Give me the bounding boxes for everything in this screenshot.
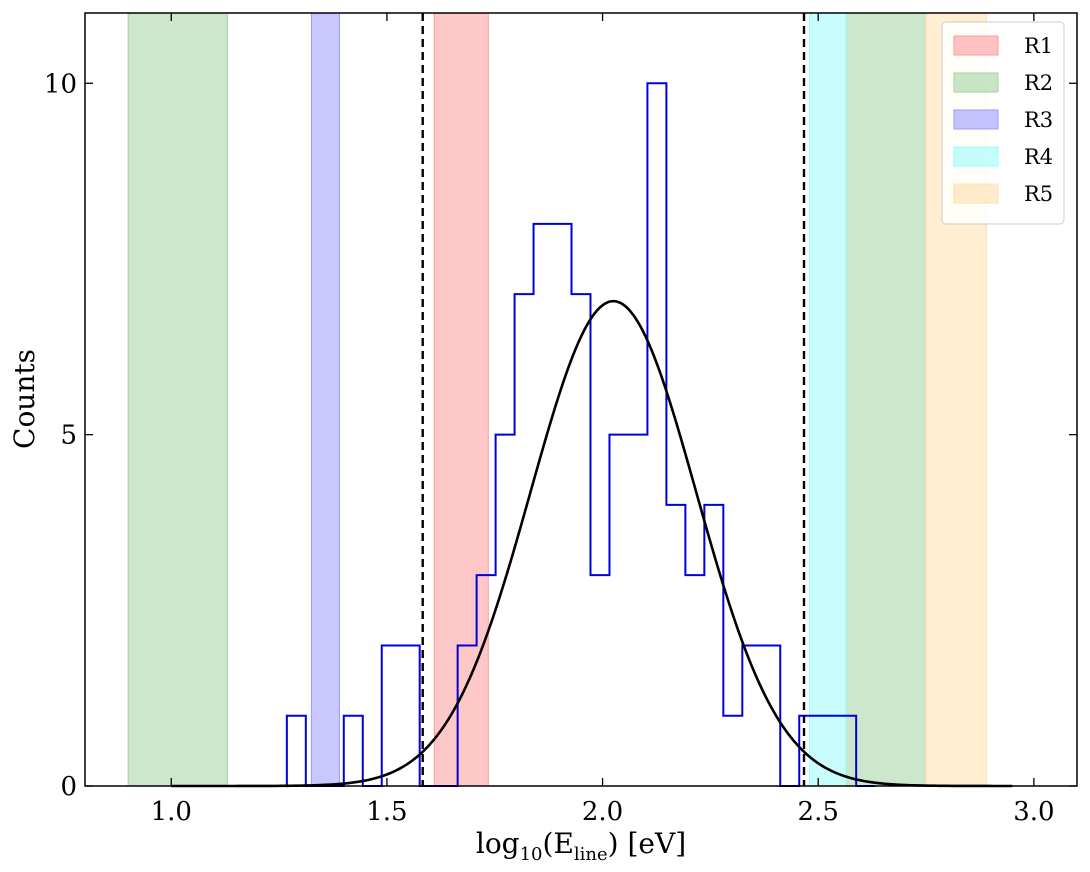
axis-ticks: 1.0 1.5 2.0 2.5 3.0 0 5 10 [44, 13, 1077, 827]
histogram-bin-18 [628, 435, 647, 786]
x-axis-title-sub-10: 10 [520, 844, 543, 865]
x-tick-label: 1.5 [366, 797, 407, 827]
legend: R1 R2 R3 R4 R5 [941, 21, 1065, 225]
histogram-bin-5 [382, 645, 401, 786]
histogram [285, 82, 876, 787]
y-tick-label: 0 [60, 772, 77, 802]
threshold-lines [421, 13, 806, 786]
legend-swatch-r2 [953, 72, 999, 93]
histogram-bin-15 [572, 294, 591, 786]
plot-frame [84, 12, 1078, 787]
legend-swatch-r3 [953, 109, 999, 130]
x-axis-title-sub-line: line [574, 844, 608, 865]
legend-label-r1: R1 [1024, 34, 1053, 58]
histogram-bin-11 [496, 435, 515, 786]
x-axis-title-e: (E [543, 827, 574, 860]
x-tick-label: 2.5 [798, 797, 839, 827]
y-tick-label: 5 [60, 421, 77, 451]
legend-label-r3: R3 [1024, 108, 1053, 132]
histogram-bin-14 [553, 224, 572, 786]
histogram-bin-20 [666, 505, 685, 786]
histogram-bin-13 [534, 224, 553, 786]
histogram-bin-16 [590, 575, 609, 786]
y-axis-title: Counts [8, 349, 41, 449]
histogram-bin-0 [287, 716, 306, 786]
legend-swatch-r5 [953, 183, 999, 204]
legend-label-r2: R2 [1024, 71, 1053, 95]
x-tick-label: 2.0 [582, 797, 623, 827]
region-r2-band-2 [845, 12, 927, 787]
x-tick-label: 3.0 [1013, 797, 1054, 827]
legend-swatch-r4 [953, 146, 999, 167]
histogram-bin-17 [609, 435, 628, 786]
y-tick-label: 10 [44, 69, 77, 99]
x-axis-title: log10(Eline) [eV] [476, 827, 686, 865]
histogram-bin-22 [704, 505, 723, 786]
region-r4-band-4 [809, 12, 847, 787]
histogram-bin-10 [477, 575, 496, 786]
histogram-bin-23 [723, 716, 742, 786]
legend-swatch-r1 [953, 35, 999, 56]
region-r3-band-3 [310, 12, 340, 787]
histogram-bin-3 [344, 716, 363, 786]
region-r2-band-1 [127, 12, 228, 787]
histogram-bin-19 [647, 83, 666, 786]
legend-label-r5: R5 [1024, 182, 1053, 206]
x-tick-label: 1.0 [151, 797, 192, 827]
histogram-bin-21 [685, 575, 704, 786]
legend-label-r4: R4 [1024, 145, 1053, 169]
x-axis-title-log: log [476, 827, 520, 860]
x-axis-title-unit: ) [eV] [608, 827, 686, 860]
histogram-bin-28 [818, 716, 837, 786]
